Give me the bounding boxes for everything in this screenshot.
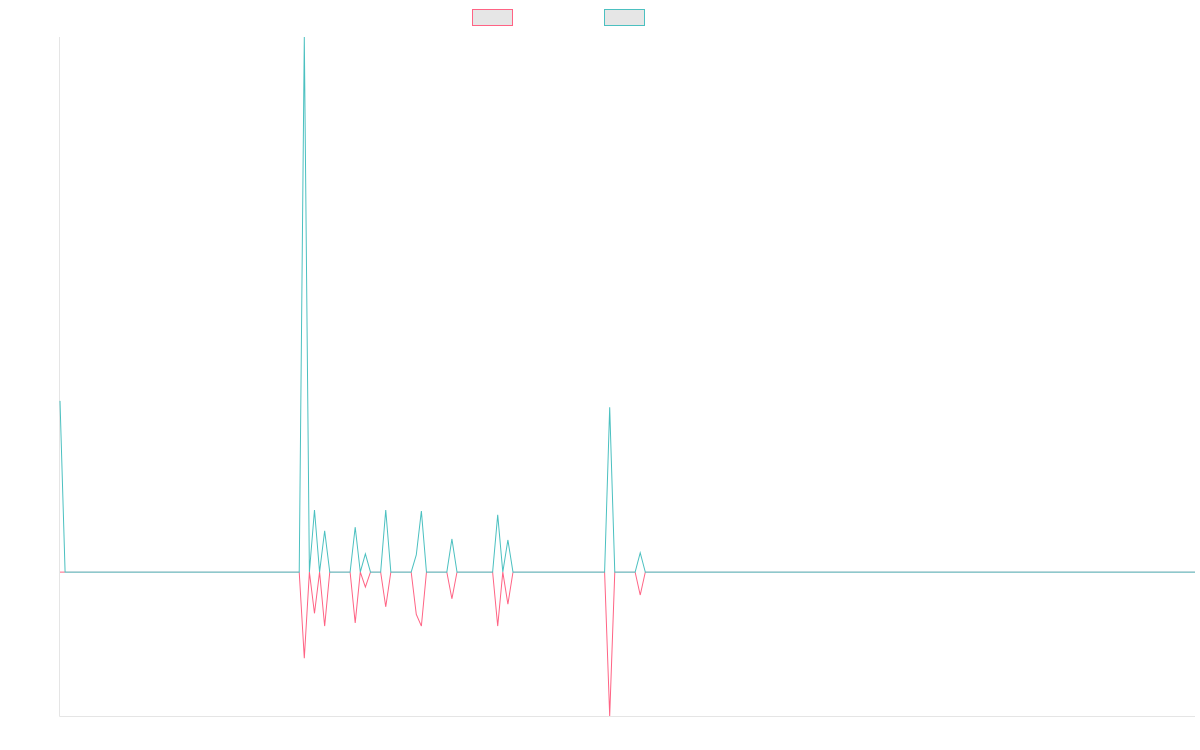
legend-swatch[interactable]	[604, 9, 645, 26]
data-line	[60, 571, 1195, 717]
legend-swatch[interactable]	[472, 9, 513, 26]
data-line	[59, 36, 1195, 573]
